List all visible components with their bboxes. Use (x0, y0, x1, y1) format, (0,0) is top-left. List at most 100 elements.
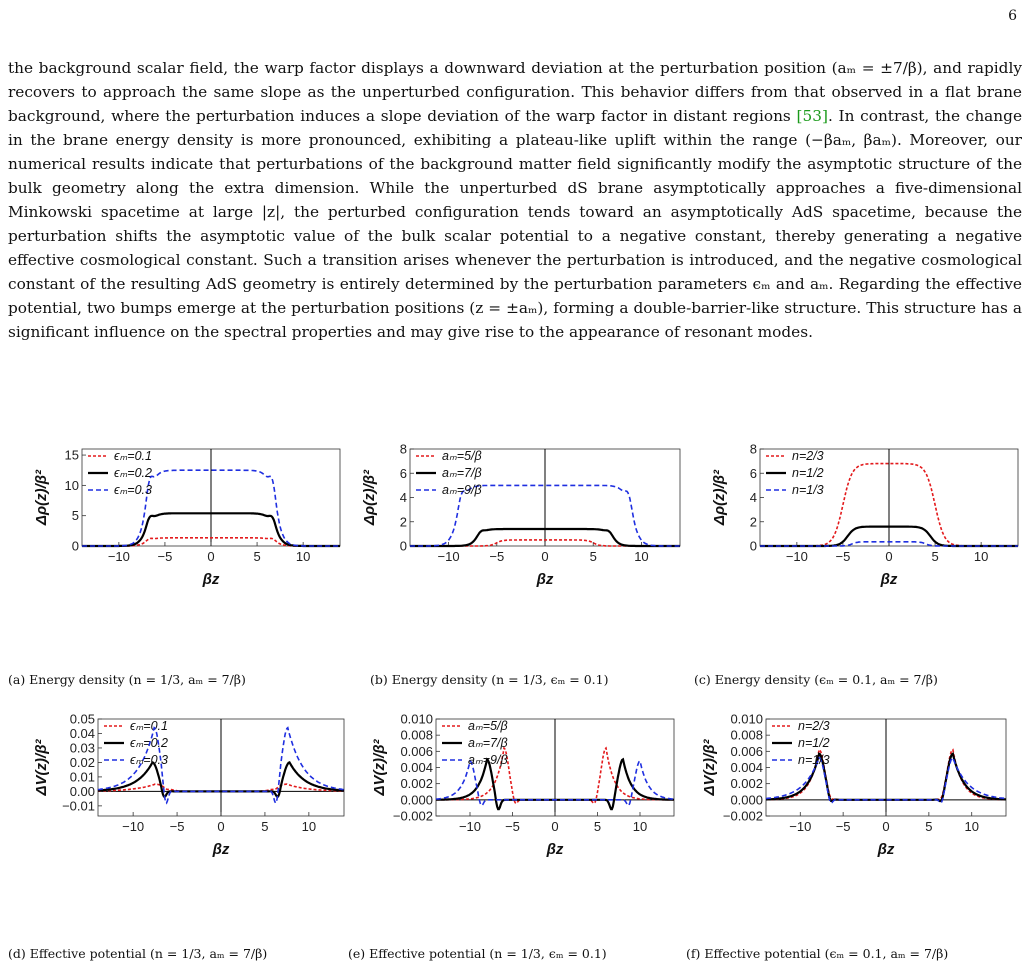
legend-entry: aₘ=5/β (442, 449, 482, 463)
figure-panel-f: −10 −5 0 5 10 −0.002 0.000 0.002 0.004 0.006 0.008… (686, 712, 1026, 864)
y-tick-label: 8 (750, 442, 757, 457)
y-tick-label: 4 (750, 490, 757, 505)
x-tick-label: −10 (459, 819, 481, 834)
chart-b: −10 −5 0 5 10 0 2 4 6 8 βz Δρ(z)/β² aₘ=5/β aₘ=7/β aₘ=9… (361, 442, 681, 588)
y-tick-label: 2 (750, 514, 757, 529)
series-line-3 (97, 726, 345, 805)
series-line-2 (410, 527, 680, 548)
x-tick-label: 10 (634, 549, 648, 564)
x-tick-label: −5 (505, 819, 520, 834)
y-tick-label: 0.000 (730, 792, 763, 807)
legend-entry: aₘ=5/β (468, 719, 508, 733)
x-tick-label: 5 (931, 549, 938, 564)
x-tick-label: 10 (296, 549, 310, 564)
x-tick-label: 0 (551, 819, 558, 834)
figure-panel-c: −10 −5 0 5 10 0 2 4 6 8 βz Δρ(z)/β² n=2/3 n=1/2 n=1/3 (686, 442, 1026, 594)
caption-d: (d) Effective potential (n = 1/3, aₘ = 7… (8, 946, 268, 961)
body-paragraph: the background scalar field, the warp fa… (8, 56, 1022, 344)
legend-entry: ϵₘ=0.1 (114, 449, 152, 463)
x-tick-label: 10 (633, 819, 647, 834)
chart-a: −10 −5 0 5 10 0 5 10 15 βz Δρ(z)/β² ϵₘ=0.1 ϵₘ=0.2 ϵₘ=… (33, 448, 341, 588)
y-tick-label: 0.010 (730, 712, 763, 727)
citation-link[interactable]: [53] (796, 107, 828, 125)
legend-entry: ϵₘ=0.1 (130, 719, 168, 733)
y-tick-label: 15 (65, 448, 79, 463)
caption-f: (f) Effective potential (ϵₘ = 0.1, aₘ = … (686, 946, 949, 961)
x-tick-label: 10 (964, 819, 978, 834)
figure-panel-e: −10 −5 0 5 10 −0.002 0.000 0.002 0.004 0.006 0.008… (348, 712, 688, 864)
x-tick-label: −10 (438, 549, 460, 564)
figure-panel-a: −10 −5 0 5 10 0 5 10 15 βz Δρ(z)/β² ϵₘ=0.1 ϵₘ=0.2 ϵₘ=… (8, 444, 348, 594)
y-tick-label: 0 (400, 539, 407, 554)
y-tick-label: 4 (400, 490, 407, 505)
y-tick-label: 0.008 (730, 728, 763, 743)
x-tick-label: −10 (122, 819, 144, 834)
x-tick-label: 0 (207, 549, 214, 564)
caption-a: (a) Energy density (n = 1/3, aₘ = 7/β) (8, 672, 246, 687)
chart-e: −10 −5 0 5 10 −0.002 0.0000.0020.0040.0060.008… (371, 712, 675, 858)
series-line-2 (97, 760, 345, 799)
y-axis-label: Δρ(z)/β² (711, 469, 728, 526)
legend-entry: n=2/3 (798, 719, 830, 733)
x-axis-label: βz (202, 571, 220, 588)
y-tick-label: 0.03 (70, 740, 95, 755)
y-tick-label: 0.02 (70, 755, 95, 770)
x-tick-label: 5 (261, 819, 268, 834)
y-tick-label: −0.002 (723, 809, 763, 824)
legend-entry: ϵₘ=0.3 (114, 483, 152, 497)
x-tick-label: −10 (789, 819, 811, 834)
x-tick-label: −5 (836, 549, 851, 564)
y-axis-label: Δρ(z)/β² (33, 469, 50, 526)
y-tick-label: 0.004 (730, 760, 763, 775)
x-tick-label: 5 (253, 549, 260, 564)
paragraph-text-start: the background scalar field, the warp fa… (8, 59, 1022, 125)
series-line-3 (410, 484, 680, 547)
page-number: 6 (1008, 8, 1017, 24)
y-tick-label: 0.00 (70, 784, 95, 799)
series-line-1 (436, 746, 674, 805)
x-tick-label: −10 (786, 549, 808, 564)
legend-entry: ϵₘ=0.3 (130, 753, 168, 767)
y-tick-label: 0.006 (730, 744, 763, 759)
y-axis-label: ΔV(z)/β² (371, 738, 388, 796)
y-tick-label: 2 (400, 514, 407, 529)
y-tick-label: 0 (750, 539, 757, 554)
series-line-3 (82, 469, 340, 547)
caption-b: (b) Energy density (n = 1/3, ϵₘ = 0.1) (370, 672, 609, 687)
y-tick-label: 6 (750, 466, 757, 481)
legend-entry: n=2/3 (792, 449, 824, 463)
y-tick-label: −0.002 (393, 809, 433, 824)
y-tick-label: 0.04 (70, 726, 95, 741)
y-axis-label: ΔV(z)/β² (701, 738, 718, 796)
paragraph-text-end: . In contrast, the change in the brane e… (8, 107, 1022, 341)
series-line-3 (435, 759, 675, 807)
legend-entry: ϵₘ=0.2 (114, 466, 152, 480)
y-tick-label: 0.002 (730, 776, 763, 791)
series-line-3 (760, 541, 1018, 547)
y-tick-label: 0.004 (400, 760, 433, 775)
y-axis-label: ΔV(z)/β² (33, 738, 50, 796)
y-tick-label: 0.006 (400, 744, 433, 759)
chart-f: −10 −5 0 5 10 −0.002 0.0000.0020.0040.0060.008… (701, 712, 1007, 858)
x-tick-label: 5 (594, 819, 601, 834)
chart-c: −10 −5 0 5 10 0 2 4 6 8 βz Δρ(z)/β² n=2/3 n=1/2 n=1/3 (711, 442, 1019, 588)
x-tick-label: −5 (489, 549, 504, 564)
y-tick-label: 0.000 (400, 792, 433, 807)
legend-entry: aₘ=9/β (442, 483, 482, 497)
y-tick-label: 8 (400, 442, 407, 457)
x-tick-label: 0 (885, 549, 892, 564)
x-tick-label: 0 (541, 549, 548, 564)
x-tick-label: 10 (974, 549, 988, 564)
x-tick-label: 0 (217, 819, 224, 834)
y-tick-label: 0.002 (400, 776, 433, 791)
x-axis-label: βz (212, 841, 230, 858)
x-axis-label: βz (536, 571, 554, 588)
y-tick-label: 0.008 (400, 728, 433, 743)
legend-entry: n=1/2 (798, 736, 830, 750)
series-line-2 (766, 752, 1006, 803)
figure-panel-b: −10 −5 0 5 10 0 2 4 6 8 βz Δρ(z)/β² aₘ=5/β aₘ=7/β aₘ=9… (348, 442, 688, 594)
x-tick-label: 10 (302, 819, 316, 834)
legend-entry: aₘ=7/β (442, 466, 482, 480)
x-axis-label: βz (880, 571, 898, 588)
y-tick-label: 0.05 (70, 712, 95, 727)
